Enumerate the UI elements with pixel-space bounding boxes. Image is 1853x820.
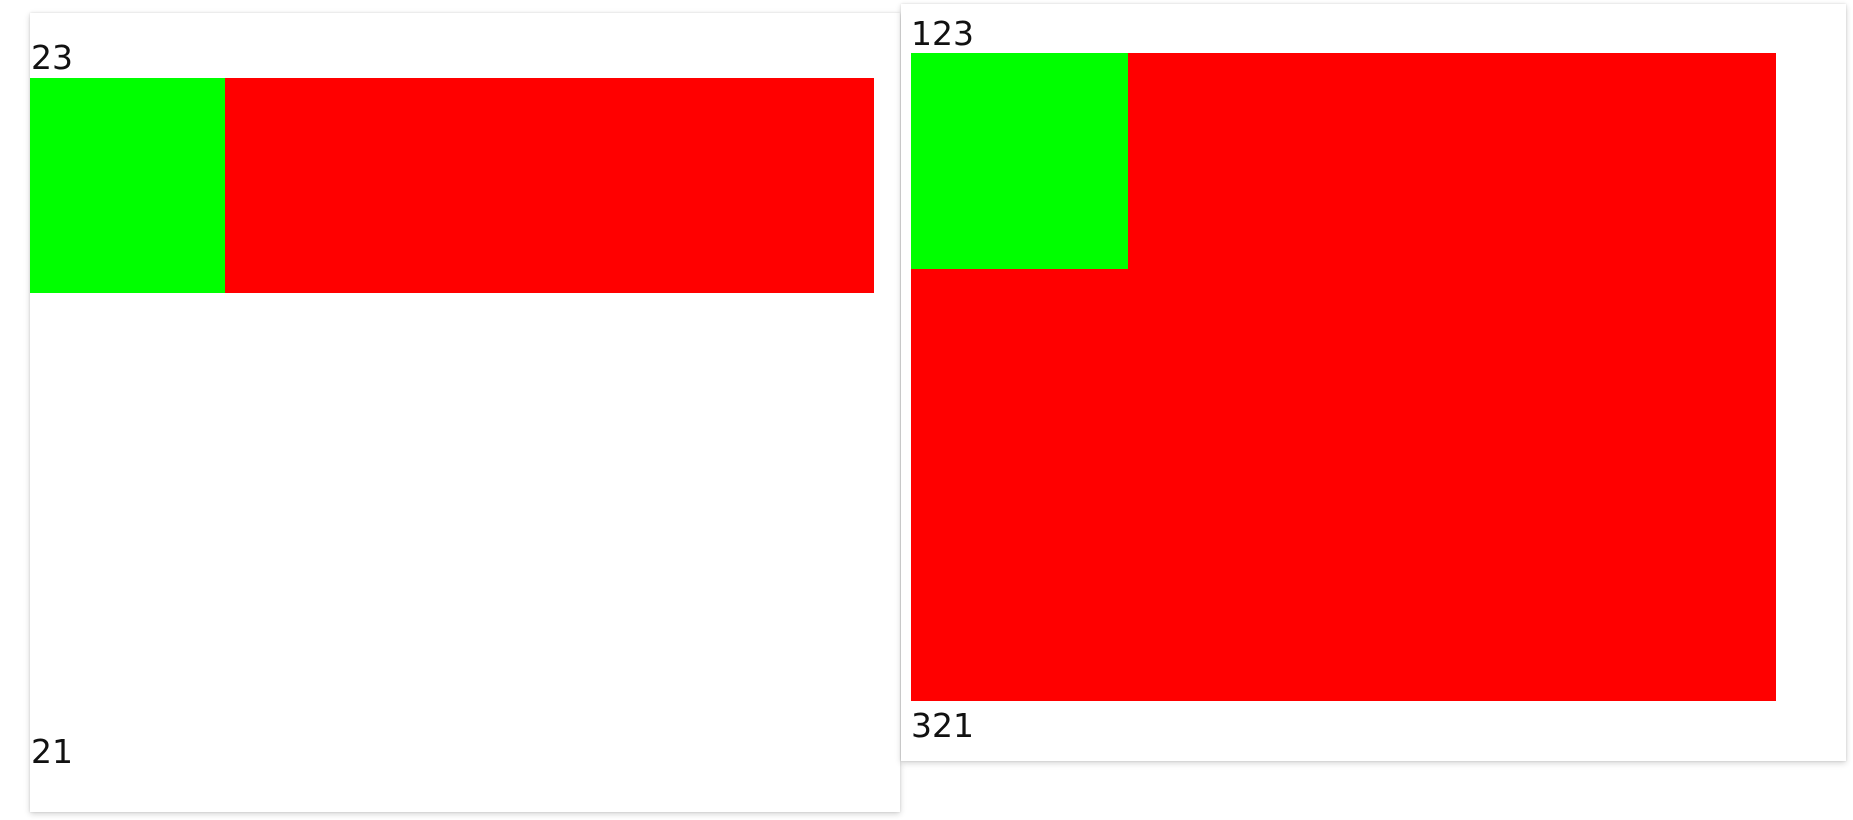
- left-panel: 23 21: [30, 13, 900, 812]
- left-top-label: 23: [31, 38, 73, 77]
- left-bottom-label: 21: [31, 732, 73, 771]
- right-top-label: 123: [911, 14, 974, 53]
- left-green-block: [30, 78, 225, 293]
- right-green-block: [911, 53, 1128, 269]
- right-bottom-label: 321: [911, 706, 974, 745]
- right-panel: 123 321: [901, 4, 1846, 761]
